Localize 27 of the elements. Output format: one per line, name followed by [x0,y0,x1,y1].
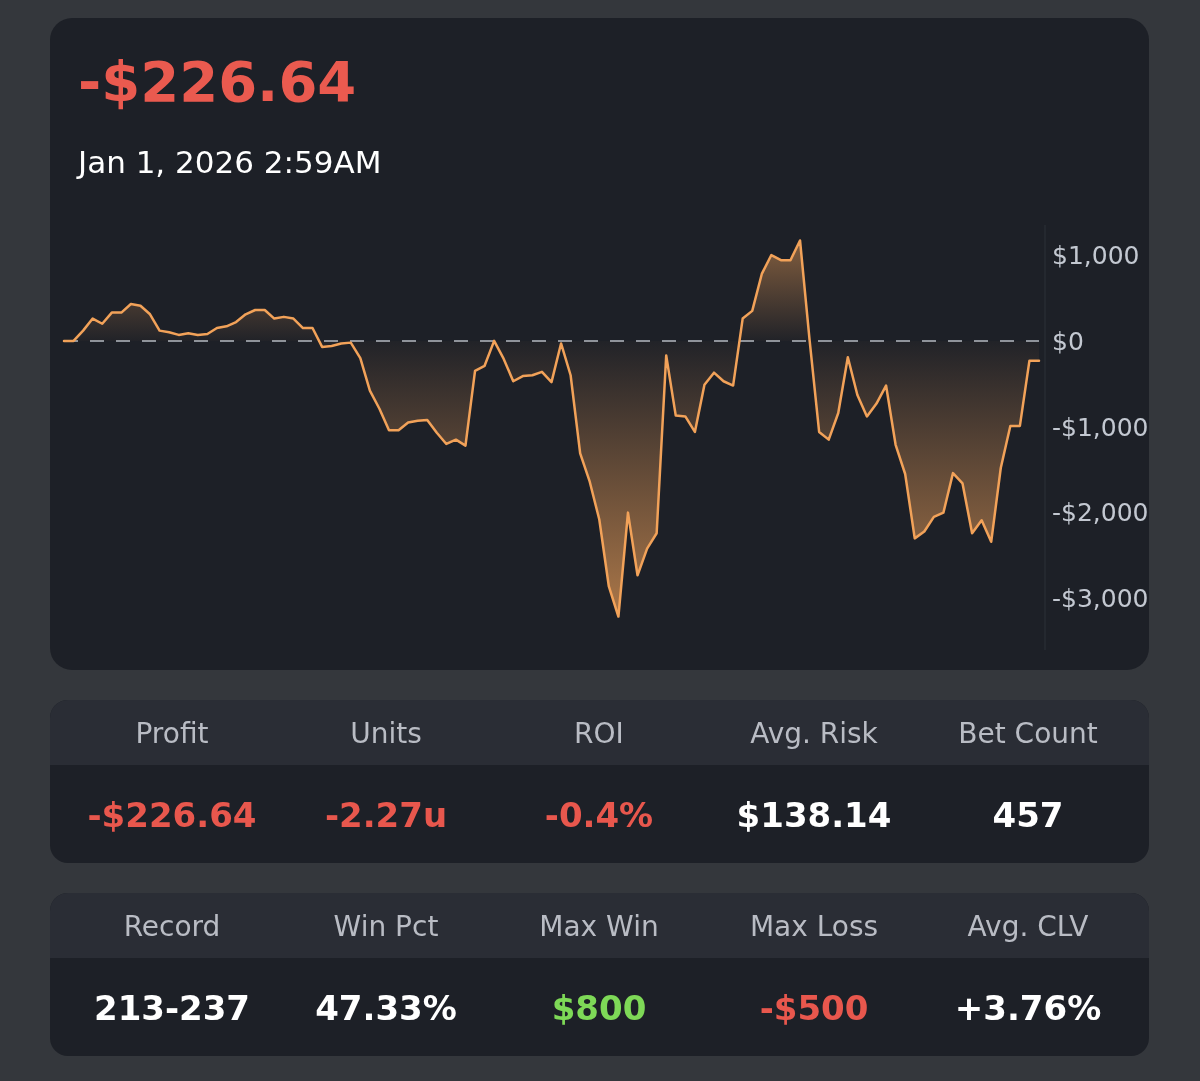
category-label: Units [350,716,422,750]
text: 213-237 [93,987,251,1028]
category-label: Win Pct [333,909,439,943]
text: -0.4% [544,794,654,835]
category-label: Profit [135,716,209,750]
chart-title: -$226.64 [78,49,357,114]
y-tick-label: -$2,000 [1052,498,1149,528]
category-label: Avg. Risk [750,716,879,750]
y-tick-label: $0 [1052,326,1084,356]
text: 47.33% [315,987,457,1028]
category-label: Avg. CLV [967,909,1089,943]
text: -$500 [759,987,869,1028]
chart-subtitle: Jan 1, 2026 2:59AM [76,144,382,180]
category-label: Record [123,909,221,943]
text: 457 [992,794,1064,835]
category-label: Max Loss [749,909,879,943]
category-label: Max Win [539,909,659,943]
text: -$226.64 [87,794,257,835]
text: $800 [551,987,647,1028]
text: $138.14 [736,794,892,835]
text: +3.76% [954,987,1102,1028]
category-label: ROI [574,716,624,750]
y-tick-label: $1,000 [1052,240,1140,270]
y-tick-label: -$1,000 [1052,412,1149,442]
text: -2.27u [324,794,448,835]
y-tick-label: -$3,000 [1052,584,1149,614]
category-label: Bet Count [958,716,1098,750]
